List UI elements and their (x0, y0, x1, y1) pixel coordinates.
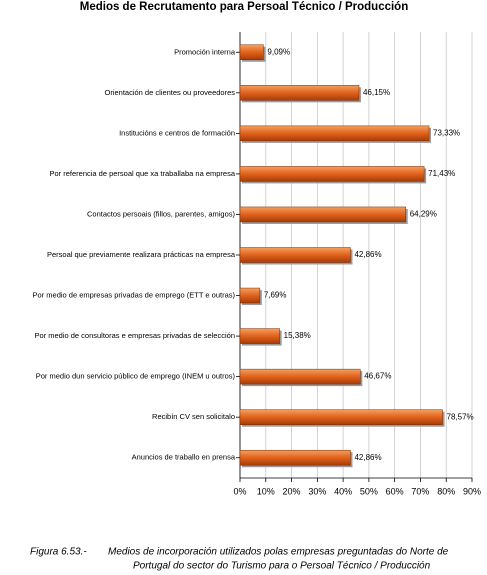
value-label: 7,69% (264, 291, 287, 300)
y-tick-label: Recibín CV sen solicitalo (152, 412, 235, 421)
x-tick-label: 40% (334, 486, 352, 496)
bar (239, 449, 351, 466)
y-tick-label: Por medio dun servicio público de empreg… (36, 372, 236, 381)
x-tick-label: 20% (283, 486, 301, 496)
value-label: 42,86% (354, 453, 381, 462)
value-label: 9,09% (267, 47, 290, 56)
caption-line: Portugal do sector do Turismo para o Per… (133, 561, 431, 572)
x-tick-label: 0% (233, 486, 246, 496)
y-tick-label: Persoal que previamente realizara prácti… (47, 250, 236, 259)
y-tick-label: Por medio de empresas privadas de empreg… (33, 291, 236, 300)
bar (239, 409, 443, 425)
x-tick-label: 80% (437, 486, 455, 496)
y-tick-label: Promoción interna (174, 47, 236, 56)
caption-line: Medios de incorporación utilizados polas… (108, 547, 449, 558)
y-tick-label: Anuncios de traballo en prensa (132, 453, 236, 462)
y-tick-label: Por medio de consultoras e empresas priv… (34, 331, 235, 340)
x-tick-label: 30% (308, 486, 326, 496)
bar (239, 368, 361, 385)
x-tick-label: 70% (411, 486, 429, 496)
y-tick-label: Orientación de clientes ou proveedores (105, 88, 236, 97)
bar (239, 206, 406, 223)
bar (239, 166, 425, 182)
y-tick-label: Contactos persoais (fillos, parentes, am… (87, 209, 235, 218)
x-tick-label: 60% (386, 486, 404, 496)
bar (239, 328, 280, 344)
value-label: 46,67% (364, 372, 391, 381)
value-label: 73,33% (433, 128, 460, 137)
y-tick-label: Institucións e centros de formación (119, 128, 235, 137)
y-tick-label: Por referencia de persoal que xa traball… (49, 169, 235, 178)
caption-label: Figura 6.53.- (30, 547, 87, 558)
x-tick-label: 50% (360, 486, 378, 496)
value-label: 15,38% (284, 331, 311, 340)
bar (239, 287, 261, 304)
bar (239, 44, 264, 61)
x-tick-label: 10% (257, 486, 275, 496)
bar (239, 85, 360, 101)
x-tick-label: 90% (463, 486, 481, 496)
bar (239, 247, 351, 263)
value-label: 42,86% (354, 250, 381, 259)
value-label: 46,15% (363, 88, 390, 97)
value-label: 71,43% (428, 169, 455, 178)
value-label: 64,29% (410, 210, 437, 219)
value-label: 78,57% (447, 412, 474, 421)
bar (239, 125, 430, 142)
chart-title: Medios de Recrutamento para Persoal Técn… (80, 1, 408, 13)
